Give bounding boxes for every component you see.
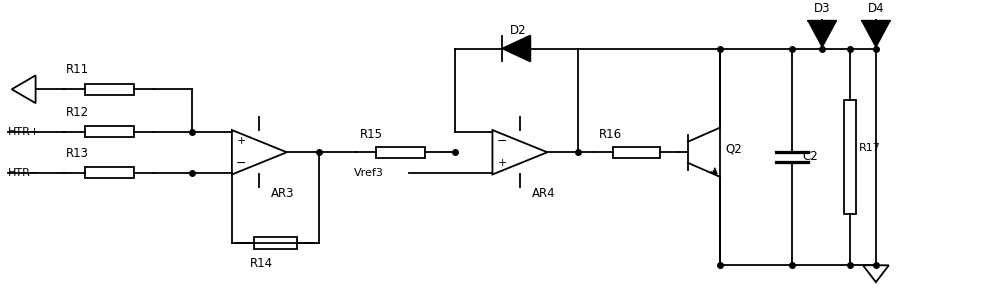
Text: R12: R12 [65,106,89,119]
Polygon shape [808,21,836,47]
Polygon shape [502,36,530,61]
Bar [844,100,856,214]
Text: Q2: Q2 [725,142,742,155]
Text: AR3: AR3 [271,188,295,201]
Text: D4: D4 [868,2,884,15]
Text: R17: R17 [859,143,881,153]
Bar [85,126,134,137]
Text: Vref3: Vref3 [354,168,384,178]
Text: HTR+: HTR+ [8,127,40,137]
Text: R16: R16 [598,128,622,141]
Text: +: + [237,136,246,146]
Bar [85,84,134,95]
Bar [376,147,425,158]
Text: R11: R11 [65,63,89,76]
Text: R14: R14 [249,257,273,270]
Text: −: − [497,135,507,148]
Text: D3: D3 [814,2,830,15]
Polygon shape [862,21,890,47]
Text: +: + [497,158,507,168]
Text: −: − [236,157,247,170]
Text: R15: R15 [360,128,383,141]
Text: D2: D2 [509,24,526,37]
Text: R13: R13 [65,147,88,160]
Text: C2: C2 [802,151,818,163]
Bar [85,167,134,178]
Text: AR4: AR4 [532,188,555,201]
Bar [254,238,297,249]
Bar [613,147,660,158]
Text: HTR−: HTR− [8,168,40,178]
